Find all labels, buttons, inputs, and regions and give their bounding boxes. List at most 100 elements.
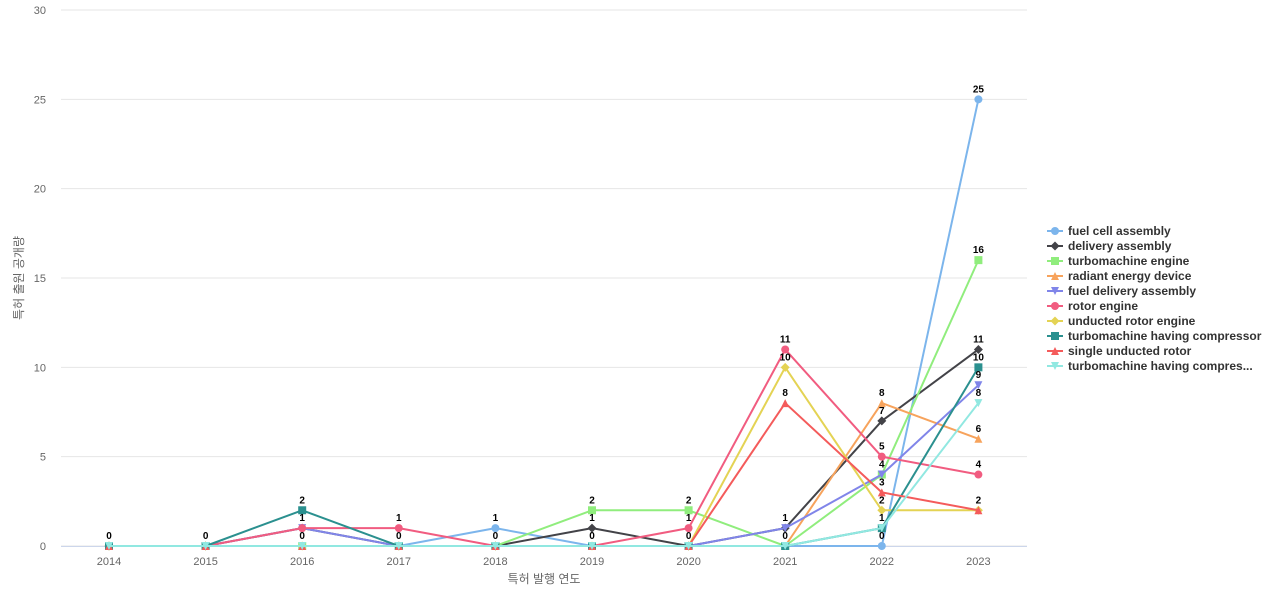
x-tick-label: 2020	[676, 556, 700, 568]
data-point	[877, 542, 886, 550]
data-point	[974, 256, 983, 265]
data-point	[877, 452, 886, 461]
data-label: 8	[976, 388, 982, 399]
legend-item[interactable]: fuel delivery assembly	[1047, 284, 1196, 298]
legend-item[interactable]: turbomachine having compressor	[1047, 329, 1262, 343]
data-labels: 0 021010102102101110810875432102516111098…	[106, 84, 984, 542]
data-label: 2	[879, 495, 885, 506]
data-point	[684, 542, 693, 550]
legend-marker	[1051, 287, 1059, 295]
legend-marker	[1051, 272, 1059, 280]
data-point	[105, 542, 113, 550]
data-label: 8	[879, 388, 885, 399]
data-point	[684, 524, 693, 533]
legend-label: radiant energy device	[1068, 269, 1192, 283]
data-point	[588, 506, 596, 515]
data-label: 3	[879, 477, 885, 488]
data-point	[877, 505, 887, 515]
data-point	[974, 470, 983, 479]
data-label: 0	[879, 531, 885, 542]
y-tick-label: 25	[34, 94, 46, 106]
data-label: 0	[203, 531, 209, 542]
data-point	[394, 542, 403, 550]
legend-marker	[1051, 347, 1059, 355]
series-line	[109, 384, 980, 547]
data-label: 4	[976, 460, 982, 471]
x-tick-label: 2021	[773, 556, 797, 568]
series-lines	[104, 95, 983, 551]
legend-label: delivery assembly	[1068, 239, 1172, 253]
series-line	[109, 402, 979, 547]
data-label: 16	[973, 245, 985, 256]
series-0	[105, 95, 983, 550]
data-point	[974, 506, 983, 515]
data-label: 2	[686, 495, 692, 506]
legend-label: turbomachine having compressor	[1068, 329, 1262, 343]
legend-item[interactable]: delivery assembly	[1047, 239, 1172, 253]
legend-item[interactable]: fuel cell assembly	[1047, 224, 1171, 238]
x-tick-label: 2023	[966, 556, 990, 568]
legend-label: fuel cell assembly	[1068, 224, 1171, 238]
legend-item[interactable]: turbomachine engine	[1047, 254, 1190, 268]
data-label: 10	[973, 352, 985, 363]
data-label: 1	[782, 513, 788, 524]
data-point	[298, 524, 307, 533]
legend-label: fuel delivery assembly	[1068, 284, 1196, 298]
y-axis-title: 특허 출원 공개량	[12, 236, 26, 320]
data-label: 7	[879, 406, 885, 417]
legend-item[interactable]: rotor engine	[1047, 299, 1138, 313]
data-point	[491, 524, 500, 533]
data-label: 1	[299, 513, 305, 524]
data-label: 8	[782, 388, 788, 399]
y-tick-label: 0	[40, 541, 46, 553]
data-point	[201, 542, 210, 550]
data-label: 0	[106, 531, 112, 542]
data-point	[781, 542, 790, 550]
data-point	[780, 362, 790, 372]
data-label: 2	[976, 495, 982, 506]
legend-marker	[1050, 241, 1060, 251]
data-label: 2	[589, 495, 595, 506]
x-axis-ticks: 2014 2015 2016 2017 2018 2019 2020 2021 2022 2023	[97, 556, 991, 568]
data-point	[394, 524, 403, 533]
series-line	[109, 402, 979, 547]
data-point	[974, 95, 983, 104]
data-point	[298, 542, 307, 550]
data-label: 5	[879, 442, 885, 453]
legend-marker	[1051, 362, 1059, 370]
data-point	[877, 488, 886, 497]
data-point	[974, 399, 983, 408]
y-tick-label: 20	[34, 184, 46, 196]
legend-item[interactable]: single unducted rotor	[1047, 344, 1192, 358]
data-point	[684, 506, 693, 515]
data-point	[974, 381, 983, 390]
legend-item[interactable]: radiant energy device	[1047, 269, 1192, 283]
data-label: 0	[782, 531, 788, 542]
data-label: 10	[780, 352, 792, 363]
data-point	[877, 399, 886, 408]
data-point	[587, 523, 597, 533]
y-tick-label: 30	[34, 5, 46, 17]
x-tick-label: 2017	[387, 556, 411, 568]
series-line	[109, 402, 980, 547]
y-axis-ticks: 0 5 10 15 20 25 30	[34, 5, 46, 553]
data-point	[973, 344, 983, 354]
data-point	[974, 434, 983, 443]
legend-label: rotor engine	[1068, 299, 1138, 313]
legend-item[interactable]: turbomachine having compres...	[1047, 359, 1253, 373]
data-label: 0	[686, 531, 692, 542]
series-line	[109, 99, 980, 547]
data-label: 4	[879, 460, 885, 471]
legend-item[interactable]: unducted rotor engine	[1047, 314, 1196, 328]
data-point	[781, 524, 790, 533]
series-9	[105, 399, 983, 550]
x-tick-label: 2014	[97, 556, 121, 568]
data-label: 0	[493, 531, 499, 542]
data-label: 1	[686, 513, 692, 524]
y-tick-label: 5	[40, 452, 46, 464]
legend-marker	[1051, 302, 1059, 310]
legend-marker	[1051, 332, 1059, 340]
data-label: 0	[589, 531, 595, 542]
